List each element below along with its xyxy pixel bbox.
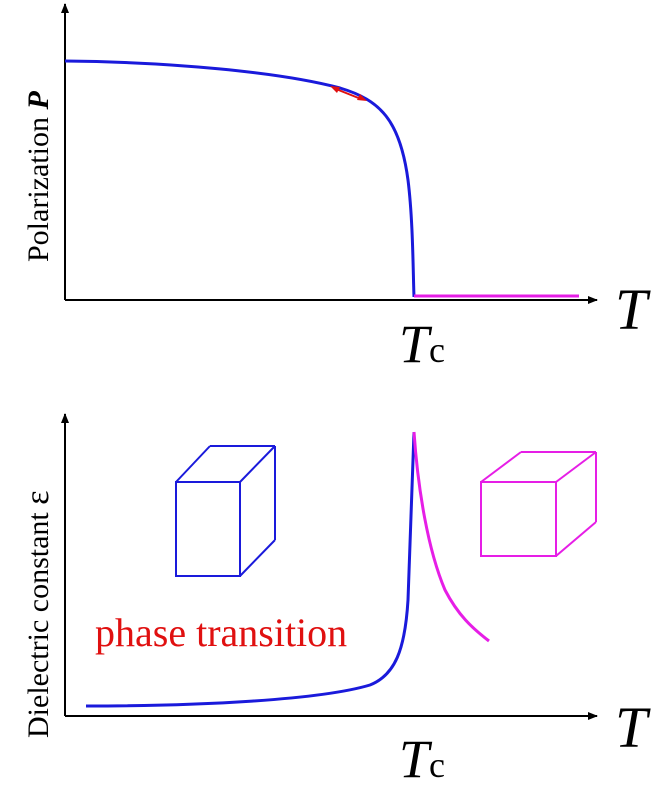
top-x-axis-label: T <box>615 277 651 342</box>
bottom-x-axis-label: T <box>615 695 651 760</box>
phase-transition-annotation: phase transition <box>95 610 347 655</box>
fluctuation-double-arrow-icon <box>330 86 367 101</box>
bottom-y-axis-label: Dielectric constant ε <box>19 490 56 738</box>
tetragonal-cell-icon <box>175 445 276 577</box>
cubic-cell-icon <box>480 451 597 557</box>
dielectric-panel: phase transition Dielectric constant ε T… <box>19 413 651 789</box>
polarization-panel: Polarization P T Tc <box>22 3 651 374</box>
dielectric-curve-ferroelectric <box>85 431 416 708</box>
top-y-axis-label: Polarization P <box>22 91 55 262</box>
polarization-curve-ferroelectric <box>64 59 416 298</box>
top-tc-label: Tc <box>399 314 445 374</box>
dielectric-curve-paraelectric <box>412 431 490 643</box>
bottom-tc-label: Tc <box>399 729 445 789</box>
